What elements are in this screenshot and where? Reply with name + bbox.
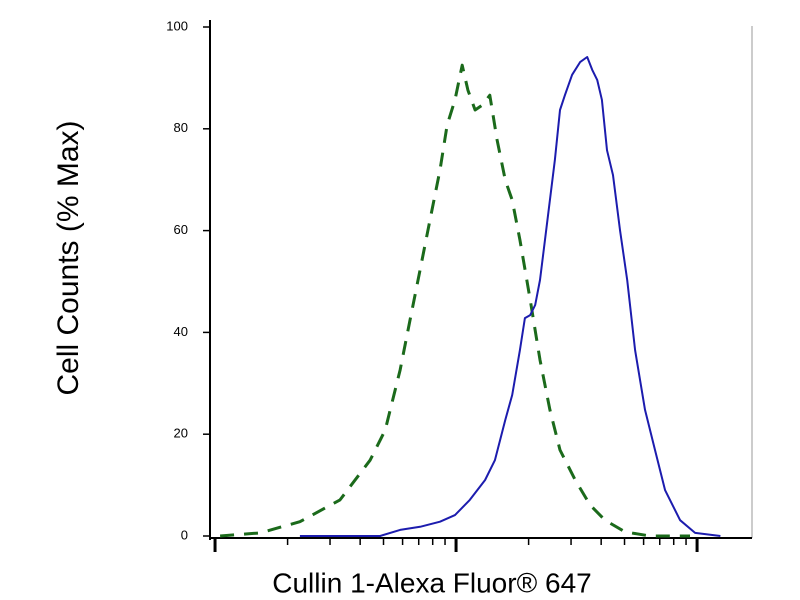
x-axis-title: Cullin 1-Alexa Fluor® 647 bbox=[272, 567, 591, 598]
y-tick-label: 80 bbox=[174, 120, 188, 135]
y-axis-title: Cell Counts (% Max) bbox=[52, 120, 85, 395]
y-tick-label: 20 bbox=[174, 426, 188, 441]
histogram-line bbox=[299, 56, 721, 537]
histogram-line bbox=[219, 63, 690, 538]
y-tick-label: 100 bbox=[166, 18, 188, 33]
y-tick-label: 60 bbox=[174, 222, 188, 237]
y-tick-label: 40 bbox=[174, 324, 188, 339]
y-tick-label: 0 bbox=[181, 527, 188, 542]
